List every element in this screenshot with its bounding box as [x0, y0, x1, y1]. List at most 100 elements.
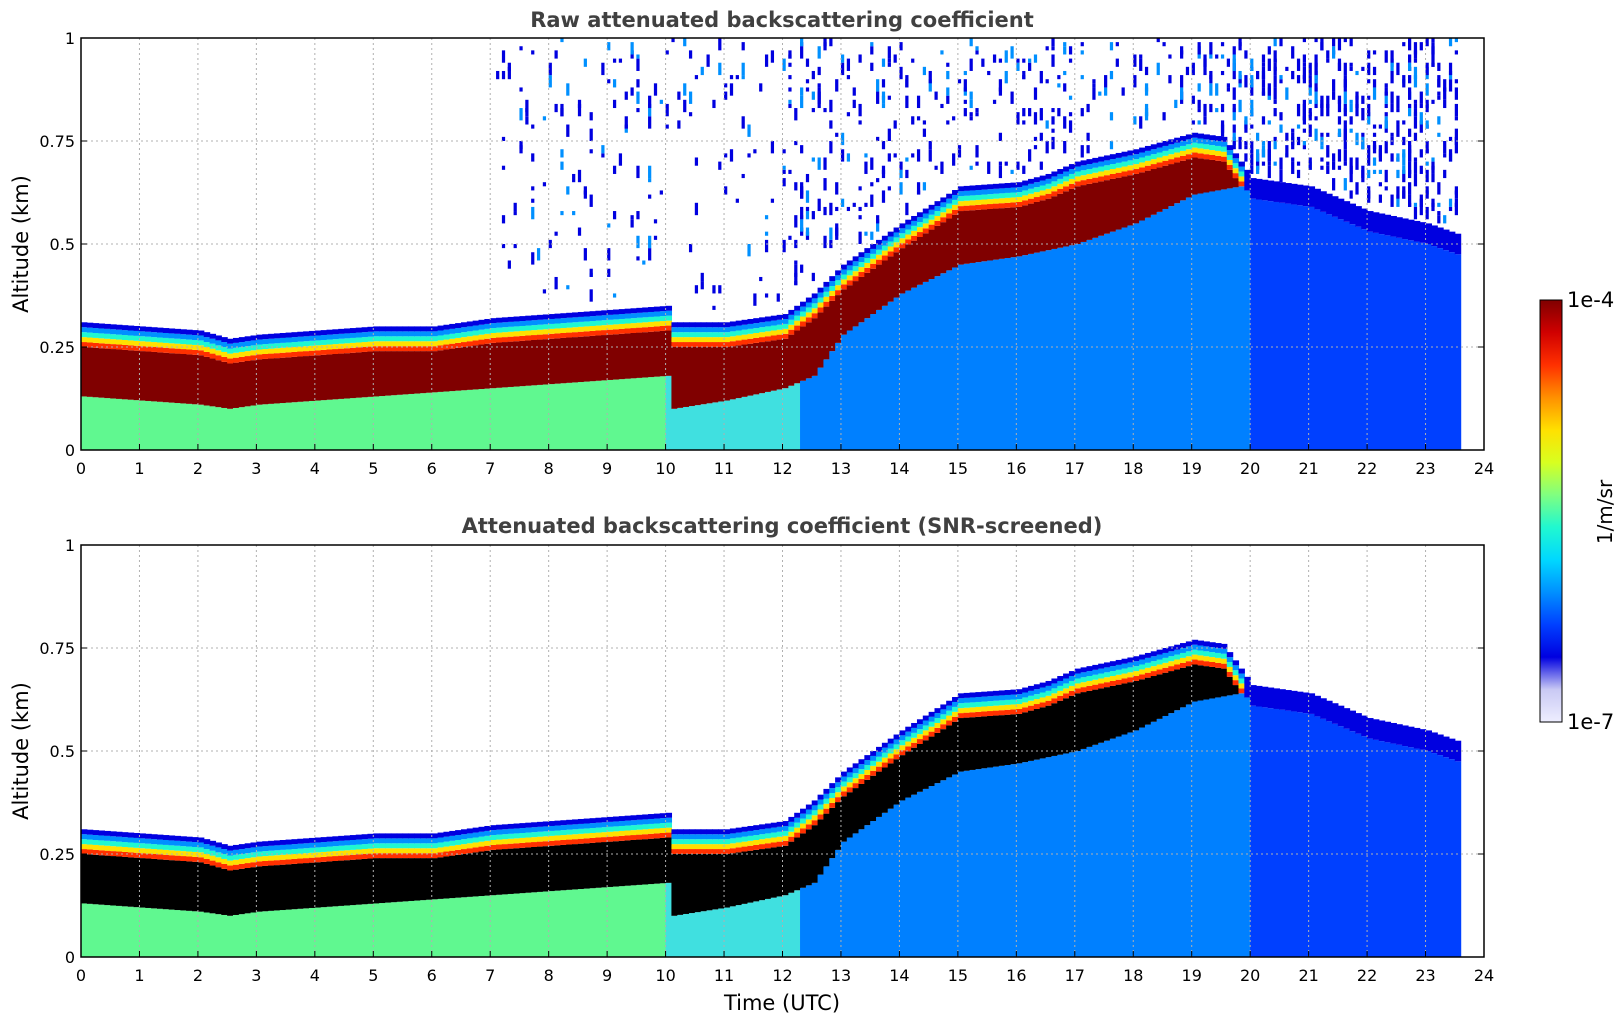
heatmap-cell: [449, 391, 456, 450]
heatmap-cell: [127, 330, 135, 336]
heatmap-cell: [332, 344, 339, 350]
noise-cell: [718, 285, 722, 294]
heatmap-column: [957, 79, 965, 450]
heatmap-cell: [1220, 161, 1228, 190]
heatmap-cell: [1168, 144, 1175, 150]
heatmap-cell: [1448, 759, 1456, 957]
heatmap-cell: [221, 337, 228, 343]
heatmap-cell: [1004, 694, 1012, 700]
heatmap-cell: [408, 393, 415, 450]
noise-cell: [1279, 112, 1283, 121]
heatmap-cell: [589, 828, 597, 833]
heatmap-cell: [683, 844, 690, 850]
heatmap-cell: [577, 311, 585, 317]
heatmap-cell: [1215, 662, 1222, 668]
heatmap-cell: [881, 742, 889, 748]
heatmap-cell: [326, 399, 333, 450]
heatmap-cell: [922, 223, 930, 229]
heatmap-cell: [332, 856, 339, 862]
heatmap-cell: [718, 849, 725, 854]
heatmap-cell: [811, 825, 819, 883]
heatmap-column: [86, 322, 94, 450]
heatmap-cell: [1448, 738, 1456, 760]
heatmap-cell: [449, 348, 456, 392]
noise-cell: [577, 169, 582, 183]
heatmap-cell: [1121, 166, 1129, 172]
heatmap-cell: [548, 318, 556, 324]
heatmap-cell: [706, 839, 713, 845]
heatmap-cell: [1109, 231, 1117, 450]
heatmap-cell: [192, 842, 199, 847]
heatmap-column: [156, 327, 164, 450]
heatmap-cell: [1109, 169, 1117, 174]
heatmap-cell: [326, 856, 333, 862]
heatmap-cell: [992, 208, 1000, 260]
noise-cell: [1232, 54, 1236, 63]
heatmap-cell: [373, 838, 380, 844]
heatmap-cell: [151, 351, 158, 402]
heatmap-cell: [367, 326, 374, 332]
heatmap-cell: [1109, 680, 1117, 686]
heatmap-cell: [238, 347, 246, 352]
heatmap-cell: [466, 843, 474, 849]
heatmap-cell: [1144, 657, 1152, 663]
heatmap-cell: [291, 402, 298, 450]
heatmap-cell: [1203, 651, 1210, 657]
heatmap-cell: [1057, 178, 1064, 184]
noise-cell: [1267, 165, 1271, 179]
heatmap-cell: [981, 706, 988, 712]
noise-cell: [1115, 58, 1119, 67]
heatmap-cell: [484, 840, 491, 846]
noise-cell: [1408, 62, 1412, 71]
noise-cell: [572, 173, 576, 183]
heatmap-cell: [110, 841, 117, 847]
noise-cell: [1197, 42, 1201, 55]
heatmap-column: [133, 832, 141, 957]
noise-cell: [1343, 124, 1347, 137]
heatmap-cell: [928, 726, 936, 732]
heatmap-cell: [759, 342, 766, 394]
heatmap-column: [1045, 46, 1053, 450]
noise-cell: [1413, 157, 1418, 162]
heatmap-column: [414, 833, 421, 957]
heatmap-cell: [379, 326, 386, 332]
heatmap-cell: [589, 842, 597, 889]
heatmap-cell: [285, 854, 293, 860]
noise-cell: [770, 198, 775, 203]
heatmap-cell: [1185, 139, 1193, 145]
heatmap-cell: [794, 822, 801, 828]
heatmap-cell: [1185, 651, 1193, 657]
heatmap-cell: [1127, 170, 1134, 176]
heatmap-cell: [332, 349, 339, 355]
heatmap-cell: [823, 291, 830, 297]
noise-cell: [870, 62, 874, 71]
heatmap-cell: [507, 326, 515, 332]
heatmap-cell: [472, 345, 480, 390]
heatmap-column: [92, 323, 100, 450]
heatmap-column: [1250, 58, 1257, 450]
noise-cell: [782, 178, 786, 187]
heatmap-cell: [741, 836, 749, 842]
heatmap-cell: [192, 335, 199, 340]
heatmap-column: [1051, 678, 1058, 957]
heatmap-cell: [238, 351, 246, 357]
heatmap-cell: [192, 354, 199, 405]
heatmap-column: [507, 62, 515, 450]
noise-cell: [507, 260, 511, 269]
heatmap-cell: [244, 863, 252, 869]
heatmap-cell: [671, 347, 678, 409]
heatmap-cell: [817, 804, 825, 810]
noise-cell: [531, 153, 535, 162]
heatmap-cell: [747, 835, 754, 841]
heatmap-cell: [607, 821, 614, 827]
heatmap-cell: [297, 863, 304, 909]
heatmap-cell: [1092, 744, 1099, 957]
heatmap-cell: [1115, 674, 1123, 680]
heatmap-cell: [414, 341, 421, 347]
heatmap-cell: [443, 898, 450, 957]
heatmap-cell: [729, 399, 737, 450]
heatmap-cell: [975, 262, 982, 450]
heatmap-cell: [741, 334, 749, 340]
heatmap-cell: [1080, 241, 1088, 450]
heatmap-cell: [642, 327, 649, 333]
